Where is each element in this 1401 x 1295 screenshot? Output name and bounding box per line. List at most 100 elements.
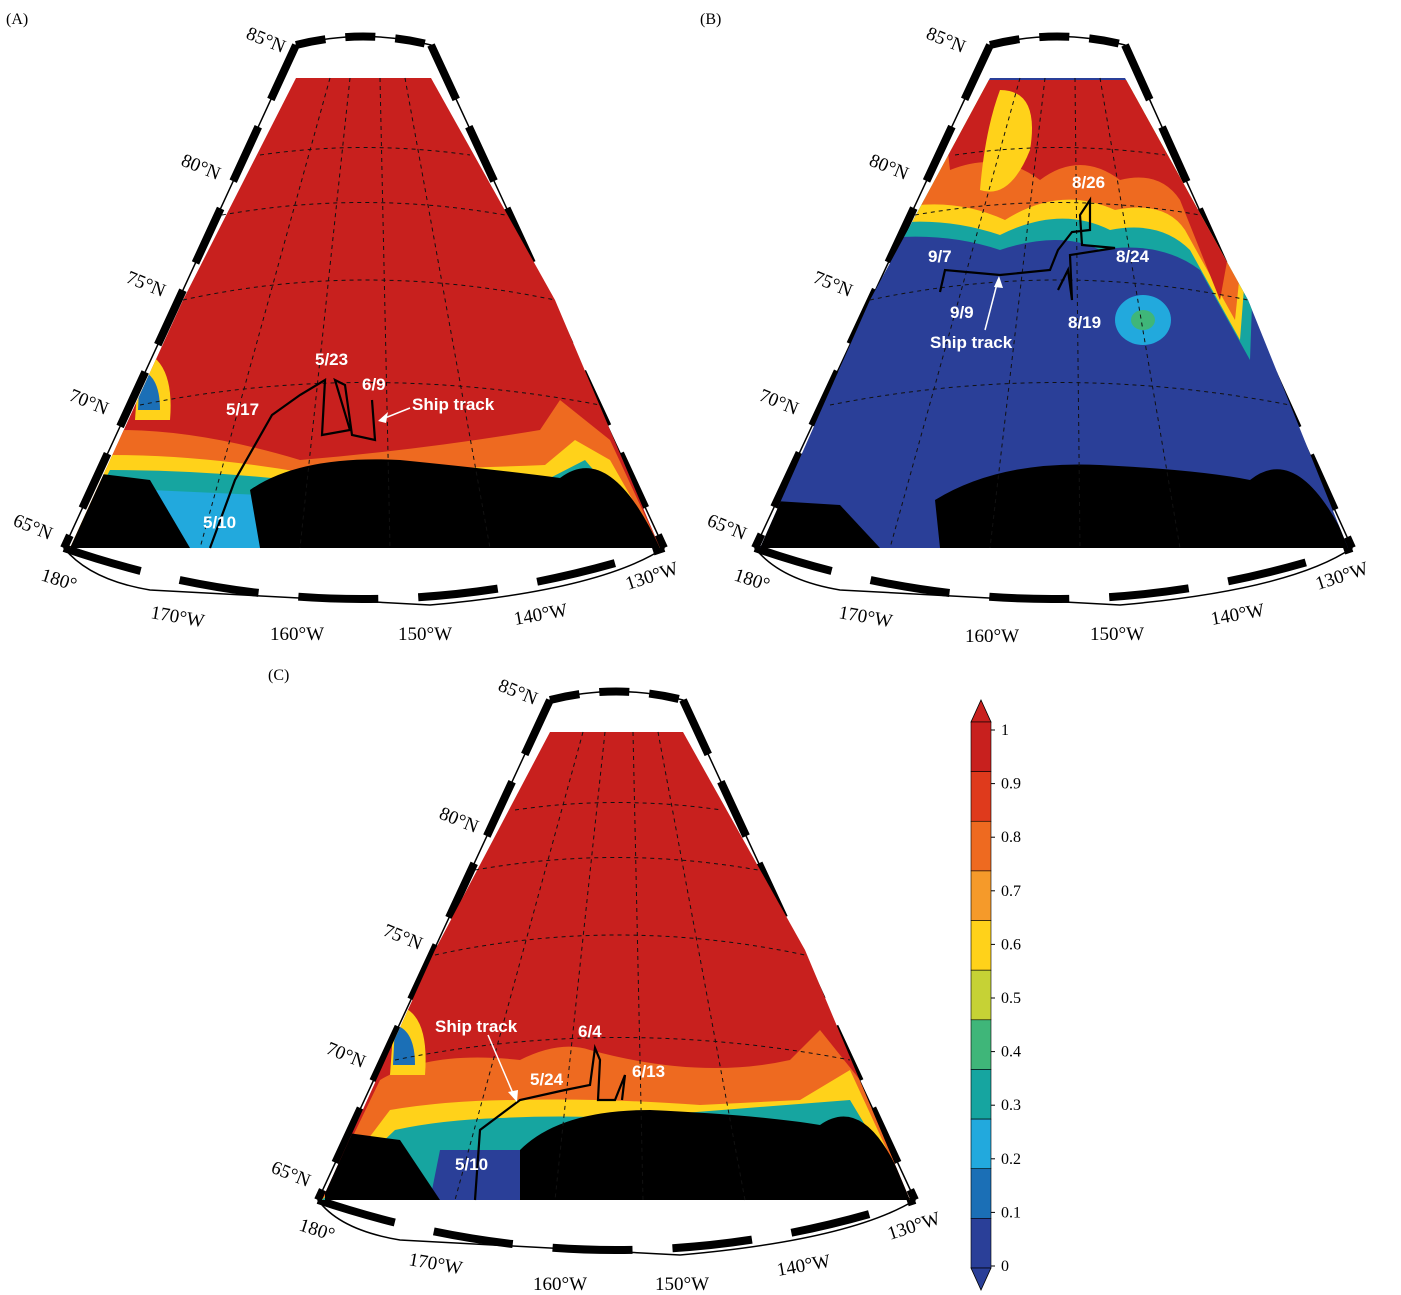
colorbar-tick-label: 0.5 <box>1001 990 1021 1007</box>
colorbar-tick-label: 0.4 <box>1001 1044 1021 1061</box>
panel-a: (A) <box>6 11 681 645</box>
colorbar-bottom-arrow <box>970 1267 992 1291</box>
panel-c-annotation-5-10: 5/10 <box>455 1155 488 1174</box>
panel-c-ship-track <box>473 1043 627 1201</box>
panel-b-annotation-9-9: 9/9 <box>950 303 974 322</box>
panel-b-ice-yellow-tongue <box>980 90 1032 192</box>
colorbar-top-arrow <box>970 699 992 723</box>
panel-b-annotation-8-19: 8/19 <box>1068 313 1101 332</box>
panel-b-land-alaska <box>935 464 1348 548</box>
colorbar-segment <box>970 870 992 921</box>
panel-c-lat-label-85: 85°N <box>495 675 541 710</box>
panel-b: (B) <box>700 11 1371 647</box>
panel-c-lon-label-160w: 160°W <box>533 1274 587 1295</box>
panel-b-lat-label-65: 65°N <box>704 510 750 545</box>
panel-a-lat-label-80: 80°N <box>178 150 224 185</box>
panel-b-frame-bar-bottom <box>753 544 1354 603</box>
colorbar-segments <box>970 721 992 1269</box>
panel-c-lon-label-170w: 170°W <box>407 1249 464 1279</box>
colorbar-tick-label: 1 <box>1001 722 1009 739</box>
panel-b-ice-patch-core <box>1131 310 1155 330</box>
colorbar-segment <box>970 721 992 772</box>
colorbar-segment <box>970 1118 992 1170</box>
panel-c-annotation-5-24: 5/24 <box>530 1070 564 1089</box>
panel-a-annotation-ship-track: Ship track <box>412 395 495 414</box>
panel-a-frame-bar-left <box>60 43 300 550</box>
panel-c-lon-label-130w: 130°W <box>885 1208 943 1245</box>
panel-a-land-alaska <box>250 459 660 548</box>
panel-a-lon-label-170w: 170°W <box>149 602 206 632</box>
panel-b-lon-label-150w: 150°W <box>1090 624 1144 645</box>
panel-a-lat-label-65: 65°N <box>10 510 56 545</box>
colorbar-segment <box>970 969 992 1021</box>
panel-c-land-alaska <box>520 1110 910 1200</box>
panel-b-frame-bar-top <box>989 32 1126 49</box>
panel-a-frame-bar-top <box>295 32 432 49</box>
panel-c-annotation-ship-track: Ship track <box>435 1017 518 1036</box>
colorbar-segment <box>970 1218 992 1269</box>
panel-a-ship-track <box>208 377 377 549</box>
panel-b-lon-label-180: 180° <box>731 565 772 596</box>
panel-a-lat-label-85: 85°N <box>243 23 289 58</box>
colorbar-segment <box>970 771 992 822</box>
panel-b-ship-track-arrow <box>984 279 999 331</box>
colorbar-tick-label: 0.1 <box>1001 1204 1021 1221</box>
panel-b-annotation-ship-track: Ship track <box>930 333 1013 352</box>
panel-c-lon-label-150w: 150°W <box>655 1274 709 1295</box>
panel-a-annotation-5-17: 5/17 <box>226 400 259 419</box>
colorbar-tick-label: 0.8 <box>1001 829 1021 846</box>
panel-b-annotation-9-7: 9/7 <box>928 247 952 266</box>
panel-b-annotation-8-26: 8/26 <box>1072 173 1105 192</box>
panel-c-frame-bar-top <box>549 687 684 704</box>
colorbar-segment <box>970 1069 992 1120</box>
panel-c-lat-label-80: 80°N <box>436 803 482 838</box>
panel-b-ship-track <box>938 196 1116 301</box>
panel-c-annotation-6-4: 6/4 <box>578 1022 602 1041</box>
panel-c-chukchi-pocket-blue <box>393 1025 415 1065</box>
panel-c-frame-bar-bottom <box>316 1196 917 1254</box>
colorbar-segment <box>970 820 992 872</box>
colorbar-ticks: 1 0.9 0.8 0.7 0.6 0.5 0.4 0.3 0.2 0.1 0 <box>991 722 1021 1275</box>
panel-c-lat-label-70: 70°N <box>323 1038 369 1073</box>
panel-b-land-siberia <box>760 500 880 548</box>
colorbar-tick-label: 0.7 <box>1001 883 1021 900</box>
panel-c-label: (C) <box>268 667 289 684</box>
panel-a-land-siberia <box>70 470 190 548</box>
panel-b-lat-label-75: 75°N <box>810 267 856 302</box>
panel-b-lat-label-80: 80°N <box>866 150 912 185</box>
panel-b-label: (B) <box>700 11 721 28</box>
panel-a-label: (A) <box>6 11 28 28</box>
panel-a-ship-track-arrowhead <box>378 412 388 423</box>
panel-a-lon-label-140w: 140°W <box>512 600 569 630</box>
panel-a-annotation-5-10: 5/10 <box>203 513 236 532</box>
panel-c-frame-bar-left <box>314 698 554 1202</box>
panel-a-annotation-6-9: 6/9 <box>362 375 386 394</box>
panel-c-lon-label-180: 180° <box>296 1215 337 1246</box>
colorbar-tick-label: 0.9 <box>1001 776 1021 793</box>
panel-c-lat-label-65: 65°N <box>268 1157 314 1192</box>
panel-a-lat-label-75: 75°N <box>123 267 169 302</box>
panel-c-land-siberia <box>325 1130 440 1200</box>
panel-c-lat-label-75: 75°N <box>380 920 426 955</box>
panel-b-lon-label-170w: 170°W <box>837 602 894 632</box>
panel-b-lat-label-70: 70°N <box>756 385 802 420</box>
panel-a-lat-label-70: 70°N <box>66 385 112 420</box>
panel-b-lat-label-85: 85°N <box>923 23 969 58</box>
panel-b-annotation-8-24: 8/24 <box>1116 247 1150 266</box>
panel-a-frame-bar-bottom <box>62 544 666 603</box>
panel-c-ship-track-arrowhead <box>508 1090 518 1102</box>
panel-a-lon-label-150w: 150°W <box>398 624 452 645</box>
panel-c-open-water <box>430 1150 540 1200</box>
panel-c-ship-track-arrow <box>487 1034 516 1099</box>
panel-c: (C) <box>268 667 943 1295</box>
panel-a-graticule <box>139 77 601 549</box>
panel-b-ship-track-arrowhead <box>994 276 1003 288</box>
colorbar-segment <box>970 1168 992 1219</box>
colorbar-segment <box>970 920 992 971</box>
panel-b-lon-label-140w: 140°W <box>1209 600 1266 630</box>
colorbar: 1 0.9 0.8 0.7 0.6 0.5 0.4 0.3 0.2 0.1 0 <box>970 699 1021 1291</box>
panel-a-lon-label-180: 180° <box>38 565 79 596</box>
colorbar-tick-label: 0.2 <box>1001 1151 1021 1168</box>
panel-a-lon-label-160w: 160°W <box>270 624 324 645</box>
